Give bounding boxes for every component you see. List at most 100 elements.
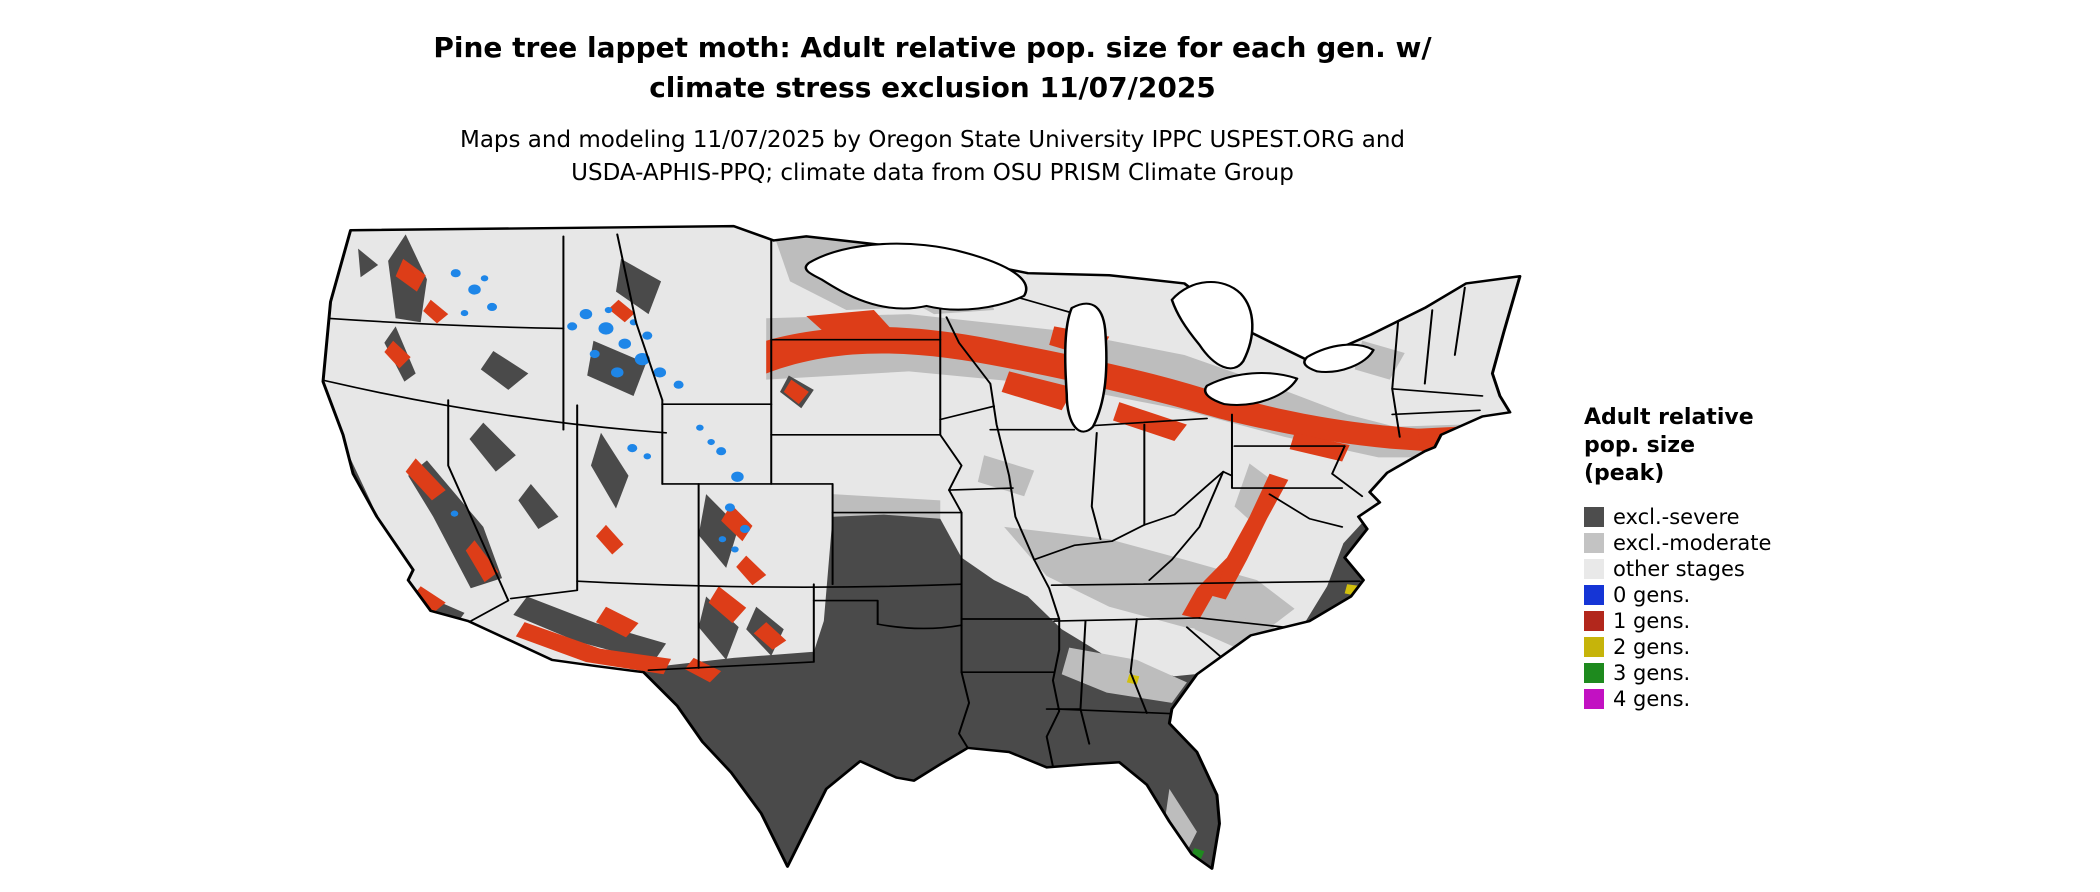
state-border-line	[616, 233, 664, 401]
moderate-patch	[1061, 647, 1187, 703]
state-border-line	[939, 405, 996, 421]
severe-patch	[469, 422, 516, 472]
gen1-patch	[423, 299, 449, 324]
map-subtitle-line1: Maps and modeling 11/07/2025 by Oregon S…	[459, 127, 1406, 153]
legend-item-label: excl.-moderate	[1613, 531, 1772, 555]
lake-huron	[1170, 281, 1254, 370]
gen0-speck	[653, 367, 667, 378]
legend-title-line3: (peak)	[1584, 461, 1665, 486]
legend-swatch-rect	[1584, 533, 1604, 553]
gen1-patch	[1181, 557, 1227, 619]
gen1-patch	[708, 586, 747, 624]
gen0-speck	[480, 275, 489, 282]
legend-item-excl-moderate: excl.-moderate	[1584, 530, 1844, 556]
legend-item-label: 3 gens.	[1613, 661, 1691, 685]
legend-title: Adult relative pop. size (peak)	[1584, 404, 1844, 488]
legend-items: excl.-severe excl.-moderate other stages…	[1584, 504, 1844, 712]
state-border-line	[1453, 286, 1466, 356]
gen1-patch	[465, 540, 499, 583]
state-border-line	[1129, 618, 1148, 714]
state-border-line	[324, 317, 565, 330]
state-border-line	[576, 580, 963, 588]
legend-item-1-gens: 1 gens.	[1584, 608, 1844, 634]
state-border-line	[509, 404, 579, 600]
legend-item-3-gens: 3 gens.	[1584, 660, 1844, 686]
gen0-speck	[642, 331, 653, 340]
gen0-speck	[731, 471, 744, 482]
state-border-line	[812, 599, 879, 625]
legend-swatch	[1584, 663, 1604, 683]
gen1-patch	[405, 458, 446, 501]
state-border-line	[1074, 417, 1208, 428]
lake-ontario	[1303, 343, 1375, 373]
legend: Adult relative pop. size (peak) excl.-se…	[1584, 404, 1844, 712]
state-border-line	[876, 623, 963, 630]
state-border-line	[1053, 617, 1201, 622]
legend-swatch-rect	[1584, 611, 1604, 631]
gen0-speck	[610, 367, 624, 378]
gen0-speck	[598, 322, 614, 335]
gen1-corn-belt-band	[766, 326, 1458, 454]
gen0-speck	[567, 322, 578, 331]
us-map	[321, 224, 1522, 871]
state-border-line	[647, 583, 815, 671]
gen0-speck	[579, 309, 593, 320]
severe-patch	[698, 596, 739, 660]
gen0-speck	[724, 503, 735, 512]
state-border-line	[1148, 470, 1225, 581]
state-border-line	[1268, 493, 1344, 528]
gen0-speck	[634, 353, 650, 366]
legend-swatch	[1584, 533, 1604, 553]
map-title-line1: Pine tree lappet moth: Adult relative po…	[433, 31, 1432, 64]
gen1-patch	[595, 524, 624, 555]
gen0-speck	[450, 510, 459, 517]
state-borders	[323, 232, 1484, 774]
gen0-speck	[673, 380, 684, 389]
legend-item-other-stages: other stages	[1584, 556, 1844, 582]
legend-item-excl-severe: excl.-severe	[1584, 504, 1844, 530]
map-title-line2: climate stress exclusion 11/07/2025	[649, 71, 1216, 104]
state-border-line	[1222, 470, 1344, 489]
legend-swatch	[1584, 689, 1604, 709]
gen0-speck	[618, 338, 632, 349]
moderate-patch	[977, 455, 1035, 497]
legend-title-line1: Adult relative	[1584, 405, 1754, 430]
state-border-line	[945, 316, 1061, 774]
gen1-patch	[1289, 432, 1350, 462]
gen1-patch	[1001, 371, 1075, 411]
map-region-0gen	[450, 269, 750, 553]
legend-swatch-rect	[1584, 663, 1604, 683]
legend-item-label: excl.-severe	[1613, 505, 1740, 529]
gen1-patch	[515, 622, 672, 675]
gen1-patch	[806, 310, 897, 339]
map-region-1gen	[340, 258, 1465, 683]
gen1-patch	[384, 340, 411, 369]
severe-patch	[513, 596, 667, 662]
moderate-patch	[1234, 463, 1278, 527]
state-border-line	[1090, 431, 1102, 541]
moderate-patch	[1004, 526, 1295, 638]
gen1-patch	[608, 299, 635, 323]
gen1-patch	[736, 555, 767, 586]
legend-item-label: 0 gens.	[1613, 583, 1691, 607]
gen1-patch	[783, 379, 809, 405]
legend-swatch	[1584, 559, 1604, 579]
gen1-patch	[413, 586, 446, 613]
state-border-line	[323, 378, 668, 434]
legend-item-label: 4 gens.	[1613, 687, 1691, 711]
gen1-patch	[595, 606, 639, 638]
gen0-speck	[739, 524, 750, 534]
state-border-line	[1055, 708, 1186, 715]
gen1-appalachian-streak	[1206, 473, 1289, 600]
legend-swatch-rect	[1584, 585, 1604, 605]
gen0-speck	[707, 438, 715, 446]
moderate-patch	[1164, 788, 1197, 857]
gen0-speck	[731, 546, 739, 553]
legend-swatch	[1584, 637, 1604, 657]
state-border-line	[447, 399, 510, 622]
state-border-line	[948, 487, 1014, 491]
legend-item-0-gens: 0 gens.	[1584, 582, 1844, 608]
gen0-speck	[487, 302, 498, 312]
gen0-speck	[696, 424, 704, 431]
